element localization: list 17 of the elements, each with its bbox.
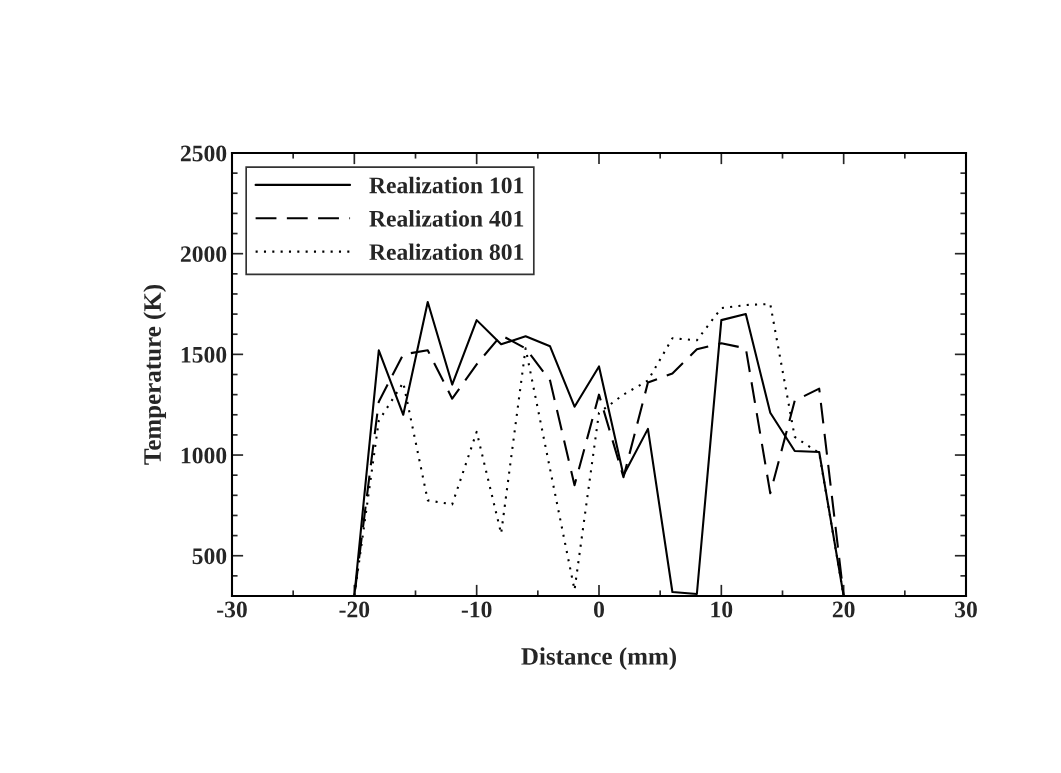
y-tick-label: 2000 — [180, 246, 227, 263]
legend-label: Realization 401 — [369, 210, 524, 227]
x-tick-label: 30 — [955, 601, 977, 618]
legend-label: Realization 801 — [369, 243, 524, 261]
x-tick-label: -10 — [461, 601, 492, 618]
x-tick-label: -30 — [217, 601, 247, 618]
x-tick-label: 0 — [594, 601, 604, 618]
x-tick-label: 20 — [832, 601, 855, 618]
x-tick-label: -20 — [339, 601, 370, 618]
y-tick-label: 1000 — [181, 447, 227, 464]
legend-label: Realization 101 — [369, 176, 524, 194]
x-tick-label: 10 — [711, 601, 733, 618]
y-tick-label: 2500 — [180, 145, 227, 162]
x-axis-title: Distance (mm) — [521, 647, 676, 670]
y-tick-label: 1500 — [181, 346, 227, 363]
y-axis-title: Temperature (K) — [143, 284, 167, 465]
y-tick-label: 500 — [192, 548, 227, 565]
